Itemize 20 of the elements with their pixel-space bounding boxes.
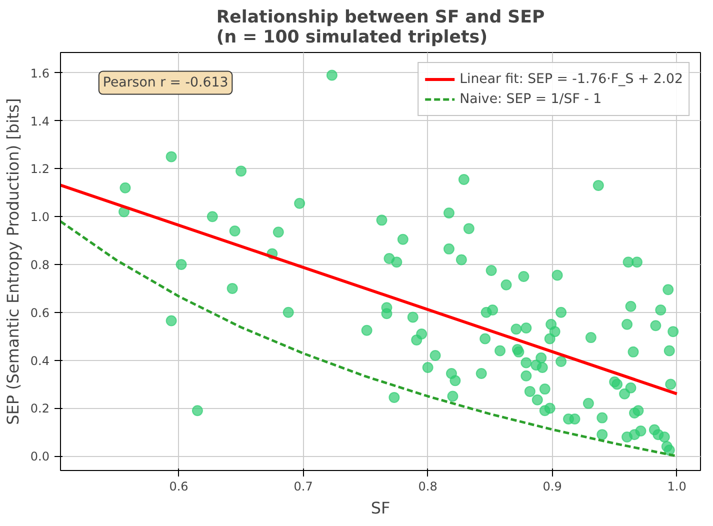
y-tick-label: 1.2 [30,162,50,176]
annotation: Pearson r = -0.613 [102,75,228,90]
x-tick-label: 0.7 [294,480,313,494]
y-tick-label: 0.8 [30,258,50,272]
y-axis-title: SEP (Semantic Entropy Production) [bits] [3,98,22,425]
y-tick-label: 1.4 [30,114,50,128]
y-tick-label: 0.4 [30,354,50,368]
y-tick-label: 1.6 [30,66,50,80]
x-axis-title: SF [370,498,390,518]
y-tick-label: 1.0 [30,210,50,224]
legend-label: Naive: SEP = 1/SF - 1 [460,92,602,106]
x-tick-label: 0.6 [169,480,188,494]
y-tick-label: 0.2 [30,402,50,416]
y-tick-label: 0.6 [30,306,50,320]
x-tick-label: 0.8 [418,480,438,494]
y-tick-label: 0.0 [30,450,50,464]
chart-title: Relationship between SF and SEP (n = 100 simulated triplets) [216,8,545,48]
x-tick-label: 0.9 [542,480,562,494]
x-tick-label: 1.0 [667,480,686,494]
legend-label: Linear fit: SEP = -1.76·F_S + 2.02 [460,72,683,86]
